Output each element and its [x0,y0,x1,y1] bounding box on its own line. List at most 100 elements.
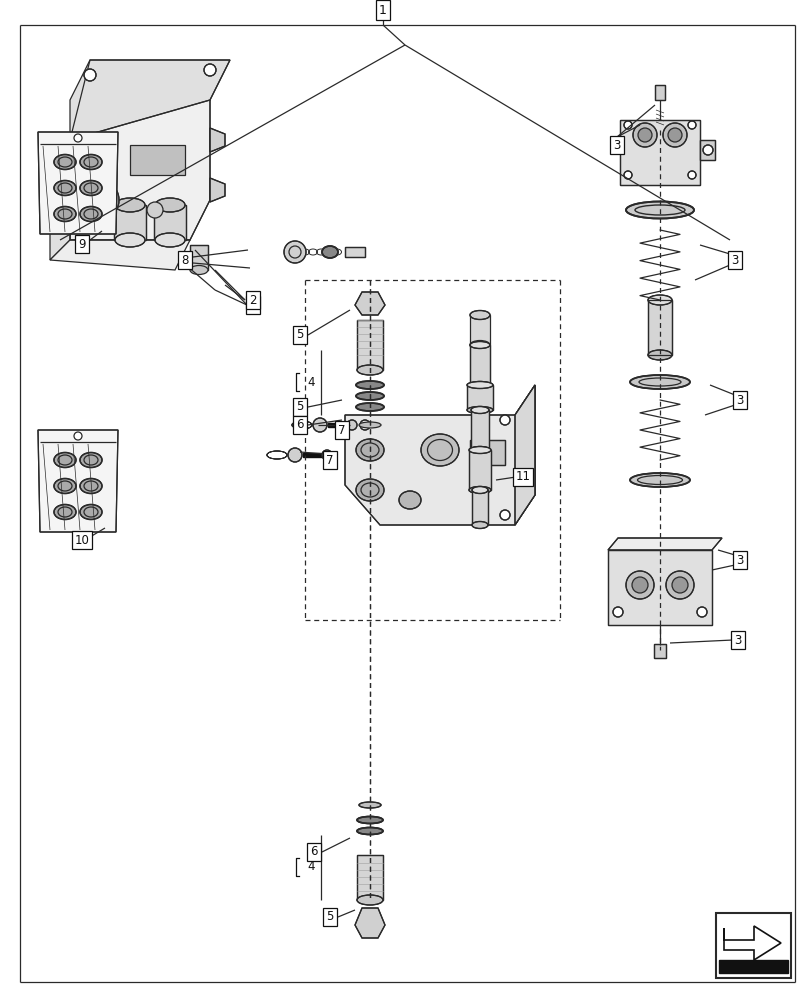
Ellipse shape [471,522,487,528]
Bar [114,205,146,240]
Circle shape [625,571,653,599]
Bar [190,245,208,270]
Text: 3: 3 [733,634,740,646]
Bar [620,120,699,185]
Circle shape [667,128,681,142]
Ellipse shape [647,350,672,360]
Ellipse shape [629,473,689,487]
Ellipse shape [322,246,337,258]
Ellipse shape [155,233,185,247]
Text: 9: 9 [78,237,86,250]
Circle shape [204,64,216,76]
Bar [469,450,491,490]
Bar [345,247,365,257]
Circle shape [359,420,370,430]
Ellipse shape [42,136,77,164]
Bar [466,385,492,410]
Circle shape [623,121,631,129]
Ellipse shape [357,365,383,375]
Ellipse shape [629,375,689,389]
Text: 11: 11 [515,471,530,484]
Ellipse shape [466,406,492,414]
Bar [466,385,492,410]
Polygon shape [70,100,210,240]
Polygon shape [38,430,118,532]
Circle shape [322,450,332,460]
Text: 4: 4 [307,375,314,388]
Text: 6: 6 [310,845,317,858]
Ellipse shape [80,207,102,222]
Circle shape [500,415,509,425]
Polygon shape [210,178,225,202]
Polygon shape [50,140,70,260]
Bar [718,960,787,973]
Bar [699,140,714,160]
Ellipse shape [42,186,77,214]
Polygon shape [94,70,126,100]
Circle shape [633,123,656,147]
Ellipse shape [470,340,489,350]
Circle shape [687,171,695,179]
Bar [357,855,383,900]
Ellipse shape [398,491,420,509]
Ellipse shape [355,403,384,411]
Text: 3: 3 [736,554,743,566]
Circle shape [147,202,163,218]
Circle shape [612,607,622,617]
Text: 6: 6 [296,418,303,432]
Polygon shape [607,538,721,550]
Circle shape [702,145,712,155]
Bar [653,644,665,658]
Ellipse shape [80,452,102,468]
Bar [470,410,488,450]
Text: 4: 4 [307,860,314,874]
Text: 7: 7 [326,454,333,466]
Text: 5: 5 [326,910,333,923]
Circle shape [312,418,327,432]
Circle shape [74,134,82,142]
Bar [470,345,489,385]
Ellipse shape [470,310,489,320]
Text: 7: 7 [338,424,345,436]
Text: 5: 5 [296,400,303,414]
Polygon shape [345,385,534,525]
Polygon shape [210,128,225,152]
Ellipse shape [357,816,383,823]
Bar [357,855,383,900]
Text: 3: 3 [736,393,743,406]
Ellipse shape [466,381,492,388]
Bar [647,300,672,355]
Bar [471,490,487,525]
Bar [654,85,664,100]
Ellipse shape [355,381,384,389]
Bar [647,300,672,355]
Bar [303,453,324,457]
Polygon shape [354,908,384,938]
Bar [154,205,186,240]
Ellipse shape [80,479,102,493]
Ellipse shape [358,422,380,428]
Circle shape [346,420,357,430]
Polygon shape [354,292,384,315]
Ellipse shape [54,452,76,468]
Text: 3: 3 [612,139,620,152]
Ellipse shape [115,198,145,212]
Ellipse shape [355,439,384,461]
Polygon shape [723,926,780,960]
Polygon shape [38,132,118,234]
Bar [715,913,790,978]
Ellipse shape [625,202,693,219]
Circle shape [74,432,82,440]
Bar [357,320,383,370]
Ellipse shape [420,434,458,466]
Ellipse shape [469,446,491,454]
Circle shape [672,577,687,593]
Ellipse shape [49,192,71,209]
Ellipse shape [469,487,491,493]
Bar [654,85,664,100]
Ellipse shape [54,207,76,222]
Ellipse shape [470,342,489,349]
Circle shape [284,241,306,263]
Ellipse shape [115,233,145,247]
Circle shape [623,171,631,179]
